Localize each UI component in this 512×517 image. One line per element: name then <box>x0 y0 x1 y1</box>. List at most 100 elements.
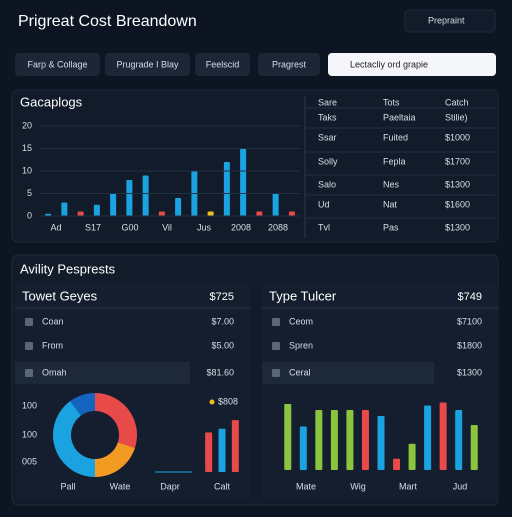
y-tick-label: 10 <box>22 165 32 175</box>
column-header: Tots <box>383 97 400 107</box>
bar <box>408 443 416 470</box>
row-value: $1800 <box>457 340 482 350</box>
bar <box>299 426 307 470</box>
tab-label[interactable]: Prugrade I Blay <box>116 59 179 69</box>
row-value: $5.00 <box>211 340 234 350</box>
bar <box>455 410 463 470</box>
bar <box>361 410 369 470</box>
row-icon <box>25 342 33 350</box>
column-header: Catch <box>445 97 469 107</box>
search-box[interactable] <box>328 53 496 76</box>
y-tick-label: 20 <box>22 120 32 130</box>
tab[interactable] <box>105 53 190 76</box>
tab-label[interactable]: Pragrest <box>272 59 307 69</box>
bar <box>110 193 117 216</box>
tab[interactable] <box>258 53 320 76</box>
tab-label[interactable]: Feelscid <box>206 59 240 69</box>
bar <box>77 211 84 216</box>
table-cell: $1300 <box>445 222 470 232</box>
x-label: S17 <box>85 222 101 232</box>
row-highlight <box>15 362 190 384</box>
tab[interactable] <box>195 53 250 76</box>
axis-label: 100 <box>22 429 37 439</box>
bar <box>218 428 226 472</box>
bar <box>315 410 323 470</box>
table-cell: Stilie) <box>445 112 468 122</box>
bar <box>377 416 385 470</box>
column-header: Sare <box>318 97 337 107</box>
row-value: $7100 <box>457 316 482 326</box>
x-label: 2088 <box>268 222 288 232</box>
table-cell: $1300 <box>445 179 470 189</box>
dropdown[interactable] <box>404 9 496 33</box>
card <box>15 282 250 500</box>
table-cell: Fuited <box>383 132 408 142</box>
row-label: Coan <box>42 316 64 326</box>
bar <box>470 425 478 470</box>
table-cell: Nat <box>383 199 398 209</box>
row-label: From <box>42 340 63 350</box>
row-label: Ceom <box>289 316 313 326</box>
table-cell: Solly <box>318 156 338 166</box>
bar <box>205 432 213 472</box>
overview-title: Gacaplogs <box>20 94 83 109</box>
bar <box>240 148 247 216</box>
legend-label: $808 <box>218 396 238 406</box>
row-value: $1300 <box>457 367 482 377</box>
card-title: Type Tulcer <box>269 288 337 303</box>
row-highlight <box>262 362 434 384</box>
table-cell: Salo <box>318 179 336 189</box>
search-text[interactable]: Lectacliy ord grapie <box>350 59 428 69</box>
card-title: Towet Geyes <box>22 288 98 303</box>
row-label: Omah <box>42 367 67 377</box>
x-label: Vil <box>162 222 172 232</box>
bar <box>231 420 239 472</box>
x-label: Dapr <box>160 481 180 491</box>
x-label: Jus <box>197 222 212 232</box>
x-label: Mart <box>399 481 417 491</box>
bar <box>175 198 182 216</box>
axis-label: 005 <box>22 456 37 466</box>
bar <box>288 211 295 216</box>
table-cell: $1000 <box>445 132 470 142</box>
overview-panel <box>11 89 499 243</box>
x-label: Pall <box>60 481 75 491</box>
row-label: Spren <box>289 340 313 350</box>
donut-segment <box>95 442 135 477</box>
bar <box>439 402 447 470</box>
x-label: Ad <box>50 222 61 232</box>
table-cell: Paeltaia <box>383 112 416 122</box>
bar <box>256 211 263 216</box>
bar <box>330 410 338 470</box>
table-cell: $1700 <box>445 156 470 166</box>
tab[interactable] <box>15 53 100 76</box>
card-total: $749 <box>458 291 482 303</box>
x-label: Wate <box>110 481 131 491</box>
table-cell: Fepla <box>383 156 406 166</box>
bar <box>126 180 133 216</box>
bar <box>45 213 52 216</box>
table-cell: Ssar <box>318 132 337 142</box>
row-icon <box>272 342 280 350</box>
row-icon <box>272 369 280 377</box>
tab-label[interactable]: Farp & Collage <box>27 59 87 69</box>
bar <box>93 204 100 216</box>
table-cell: Pas <box>383 222 399 232</box>
x-label: Jud <box>453 481 468 491</box>
bar <box>424 405 432 470</box>
bar <box>346 410 354 470</box>
donut-segment <box>95 393 137 448</box>
donut-segment <box>70 393 95 416</box>
bar <box>158 211 165 216</box>
card-total: $725 <box>210 291 234 303</box>
dropdown-label[interactable]: Prepraint <box>428 15 465 25</box>
x-label: Mate <box>296 481 316 491</box>
row-icon <box>25 369 33 377</box>
bar <box>142 175 149 216</box>
bar <box>207 211 214 216</box>
row-value: $81.60 <box>206 367 234 377</box>
content: Farp & Collage Prugrade I Blay Feelscid Pra… <box>15 53 498 500</box>
x-label: 2008 <box>231 222 251 232</box>
page-title: Prigreat Cost Breandown <box>18 13 197 30</box>
